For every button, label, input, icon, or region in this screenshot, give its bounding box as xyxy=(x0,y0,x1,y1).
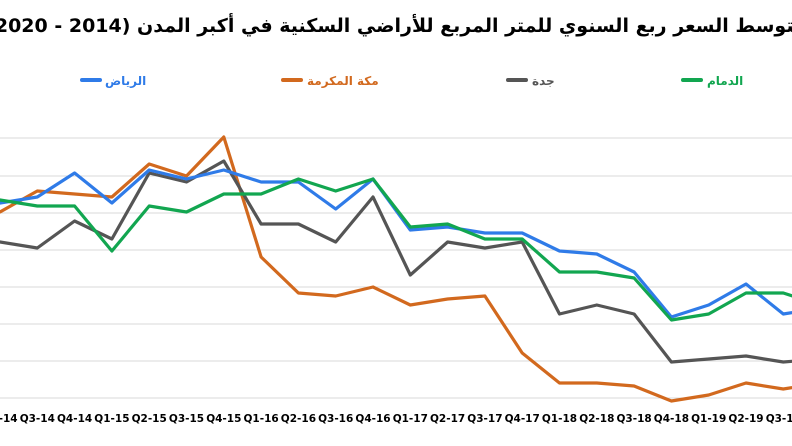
x-tick-label: Q2-16 xyxy=(281,413,316,425)
x-tick-label: Q3-16 xyxy=(318,413,353,425)
chart-title: متوسط السعر ربع السنوي للمتر المربع للأر… xyxy=(0,13,792,38)
legend: الرياض مكة المكرمة جدة الدمام xyxy=(80,74,743,89)
x-tick-label: Q3-17 xyxy=(467,413,502,425)
series-line xyxy=(0,177,792,322)
x-tick-label: Q1-17 xyxy=(393,413,428,425)
x-tick-label: Q1-15 xyxy=(94,413,129,425)
x-tick-label: Q1-19 xyxy=(691,413,726,425)
x-tick-label: Q2-14 xyxy=(0,413,18,425)
x-tick-label: Q2-18 xyxy=(579,413,614,425)
legend-label: مكة المكرمة xyxy=(307,74,379,88)
x-tick-label: Q1-18 xyxy=(542,413,577,425)
x-tick-label: Q1-16 xyxy=(243,413,278,425)
x-axis-ticks: Q2-14Q3-14Q4-14Q1-15Q2-15Q3-15Q4-15Q1-16… xyxy=(0,413,792,425)
series-line xyxy=(0,135,792,403)
x-tick-label: Q3-19 xyxy=(766,413,792,425)
x-tick-label: Q2-17 xyxy=(430,413,465,425)
legend-label: الرياض xyxy=(105,74,146,88)
legend-label: جدة xyxy=(532,74,555,88)
legend-label: الدمام xyxy=(707,74,743,89)
x-tick-label: Q4-17 xyxy=(505,413,540,425)
gridlines xyxy=(0,137,792,399)
x-tick-label: Q4-18 xyxy=(654,413,689,425)
x-tick-label: Q2-19 xyxy=(728,413,763,425)
x-tick-label: Q2-15 xyxy=(132,413,167,425)
x-tick-label: Q4-16 xyxy=(355,413,390,425)
series-line xyxy=(0,159,792,364)
series-line xyxy=(0,168,792,319)
x-tick-label: Q3-15 xyxy=(169,413,204,425)
x-tick-label: Q4-15 xyxy=(206,413,241,425)
x-tick-label: Q4-14 xyxy=(57,413,92,425)
x-tick-label: Q3-14 xyxy=(20,413,55,425)
plot-area xyxy=(0,135,792,403)
x-tick-label: Q3-18 xyxy=(616,413,651,425)
